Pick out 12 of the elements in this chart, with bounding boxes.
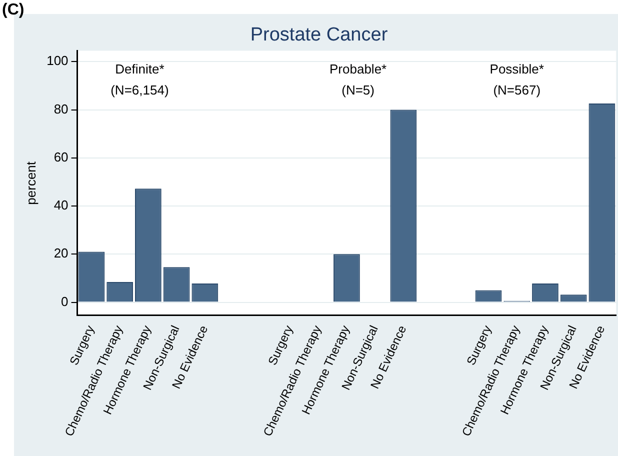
y-tick-label: 100 <box>46 53 68 68</box>
y-tick-label: 0 <box>61 294 68 309</box>
y-tick-label: 40 <box>54 198 68 213</box>
text: (C) <box>2 1 24 18</box>
y-axis-title: percent <box>23 161 38 205</box>
y-tick-label: 80 <box>54 101 68 116</box>
y-tick-label: 20 <box>54 246 68 261</box>
chart-title: Prostate Cancer <box>250 24 388 46</box>
annotation: Definite* (N=6,154) <box>110 62 169 98</box>
annotation: Probable* (N=5) <box>330 62 387 98</box>
annotation: Possible* (N=567) <box>490 62 544 98</box>
y-tick-label: 60 <box>54 149 68 164</box>
